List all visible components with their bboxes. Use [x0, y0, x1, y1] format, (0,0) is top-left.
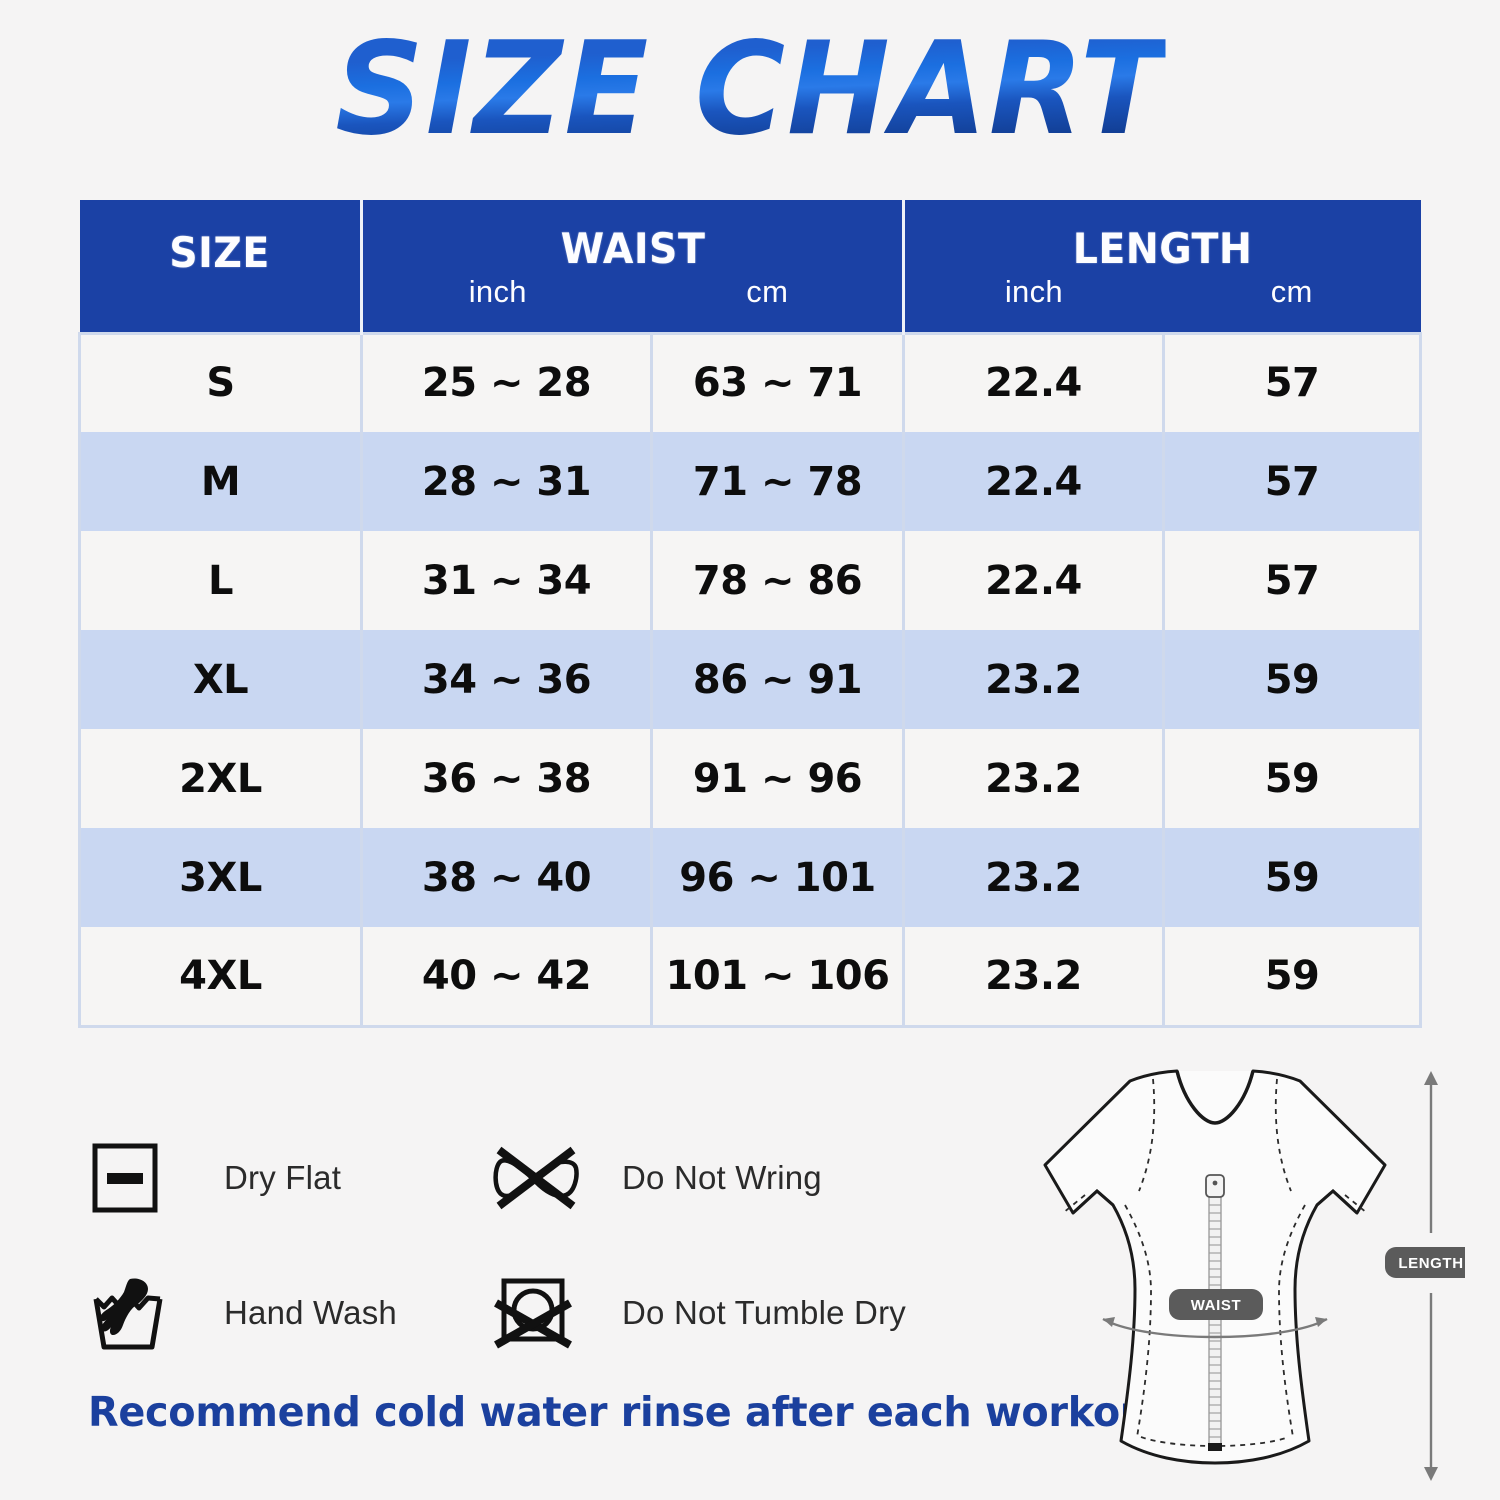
cell-waist-cm: 86 ~ 91 [651, 630, 906, 729]
care-item-dry-flat: Dry Flat [90, 1110, 490, 1245]
garment-illustration: WAIST LENGTH [965, 1065, 1477, 1495]
care-item-hand-wash: Hand Wash [90, 1245, 490, 1380]
cell-waist-inch: 34 ~ 36 [361, 630, 653, 729]
page-title: SIZE CHART [334, 15, 1166, 164]
waist-measure-arrow [1102, 1317, 1328, 1339]
table-row: 2XL 36 ~ 38 91 ~ 96 23.2 59 [78, 729, 1423, 828]
column-header-waist-unit-inch: inch [468, 274, 527, 309]
cell-size: 3XL [78, 828, 363, 927]
cell-length-cm: 59 [1163, 630, 1423, 729]
do-not-tumble-dry-icon [490, 1273, 582, 1353]
cell-size: S [78, 331, 363, 432]
cell-waist-inch: 31 ~ 34 [361, 531, 653, 630]
cell-length-inch: 23.2 [903, 729, 1166, 828]
column-header-size-title: SIZE [169, 228, 271, 277]
cell-waist-inch: 36 ~ 38 [361, 729, 653, 828]
care-item-do-not-wring: Do Not Wring [490, 1110, 890, 1245]
table-header-row: SIZE WAIST inch cm LENGTH [79, 200, 1421, 333]
care-label-dry-flat: Dry Flat [224, 1158, 342, 1196]
recommendation-note: Recommend cold water rinse after each wo… [88, 1388, 1182, 1436]
cell-length-cm: 57 [1163, 432, 1423, 531]
length-badge-label: LENGTH [1398, 1255, 1463, 1272]
column-header-length-unit-cm: cm [1270, 274, 1313, 309]
column-header-length: LENGTH inch cm [903, 200, 1421, 333]
length-measure-arrow [1424, 1071, 1438, 1481]
size-table: SIZE WAIST inch cm LENGTH [78, 200, 1423, 1028]
cell-length-inch: 23.2 [903, 630, 1166, 729]
care-item-do-not-tumble-dry: Do Not Tumble Dry [490, 1245, 906, 1380]
table-row: S 25 ~ 28 63 ~ 71 22.4 57 [78, 331, 1423, 432]
cell-waist-inch: 25 ~ 28 [361, 331, 653, 432]
cell-waist-cm: 101 ~ 106 [651, 927, 906, 1028]
care-instructions: Dry Flat Do Not Wring [90, 1110, 990, 1380]
cell-length-cm: 57 [1163, 331, 1423, 432]
column-header-waist: WAIST inch cm [361, 200, 906, 333]
cell-size: M [78, 432, 363, 531]
care-label-do-not-wring: Do Not Wring [622, 1158, 822, 1196]
cell-length-inch: 23.2 [903, 828, 1166, 927]
cell-waist-inch: 28 ~ 31 [361, 432, 653, 531]
cell-waist-inch: 38 ~ 40 [361, 828, 653, 927]
table-row: M 28 ~ 31 71 ~ 78 22.4 57 [78, 432, 1423, 531]
cell-waist-cm: 63 ~ 71 [651, 331, 906, 432]
dry-flat-icon [90, 1140, 182, 1216]
column-header-waist-unit-cm: cm [746, 274, 789, 309]
cell-waist-cm: 96 ~ 101 [651, 828, 906, 927]
cell-length-inch: 22.4 [903, 531, 1166, 630]
waist-badge: WAIST [1169, 1289, 1263, 1320]
waist-badge-label: WAIST [1191, 1297, 1242, 1314]
cell-waist-cm: 91 ~ 96 [651, 729, 906, 828]
care-label-hand-wash: Hand Wash [224, 1293, 397, 1331]
column-header-size: SIZE [79, 200, 363, 333]
length-badge: LENGTH [1385, 1247, 1477, 1278]
column-header-waist-title: WAIST [560, 224, 705, 273]
table-row: L 31 ~ 34 78 ~ 86 22.4 57 [78, 531, 1423, 630]
cell-length-inch: 22.4 [903, 331, 1166, 432]
cell-length-cm: 59 [1163, 828, 1423, 927]
do-not-wring-icon [490, 1140, 582, 1216]
column-header-length-unit-inch: inch [1004, 274, 1063, 309]
page-title-wrapper: SIZE CHART [0, 15, 1500, 164]
cell-size: 4XL [78, 927, 363, 1028]
column-header-length-title: LENGTH [1072, 224, 1253, 273]
hand-wash-icon [90, 1273, 182, 1353]
care-label-do-not-tumble-dry: Do Not Tumble Dry [622, 1293, 906, 1331]
cell-waist-inch: 40 ~ 42 [361, 927, 653, 1028]
cell-size: XL [78, 630, 363, 729]
cell-waist-cm: 71 ~ 78 [651, 432, 906, 531]
table-header: SIZE WAIST inch cm LENGTH [79, 200, 1421, 333]
cell-length-cm: 59 [1163, 729, 1423, 828]
cell-length-inch: 23.2 [903, 927, 1166, 1028]
cell-waist-cm: 78 ~ 86 [651, 531, 906, 630]
cell-size: 2XL [78, 729, 363, 828]
table-body: S 25 ~ 28 63 ~ 71 22.4 57 M 28 ~ 31 71 ~… [78, 331, 1423, 1028]
cell-length-cm: 59 [1163, 927, 1423, 1028]
cell-size: L [78, 531, 363, 630]
cell-length-inch: 22.4 [903, 432, 1166, 531]
cell-length-cm: 57 [1163, 531, 1423, 630]
table-row: XL 34 ~ 36 86 ~ 91 23.2 59 [78, 630, 1423, 729]
table-row: 3XL 38 ~ 40 96 ~ 101 23.2 59 [78, 828, 1423, 927]
table-row: 4XL 40 ~ 42 101 ~ 106 23.2 59 [78, 927, 1423, 1028]
